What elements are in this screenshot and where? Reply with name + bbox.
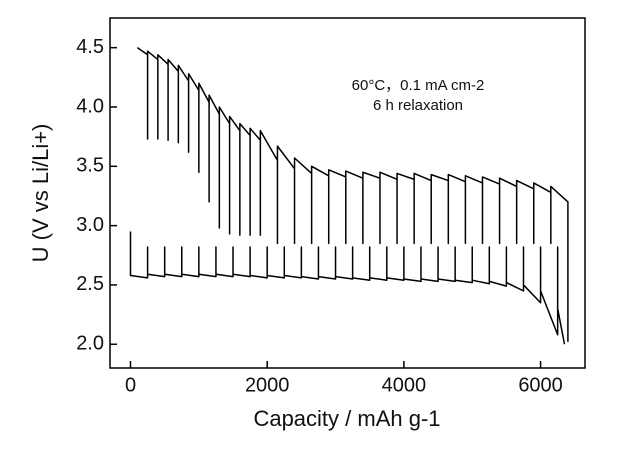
data-line [136, 47, 569, 342]
y-tick-label: 2.5 [76, 273, 104, 295]
x-axis-title: Capacity / mAh g-1 [253, 406, 440, 431]
y-tick-label: 3.0 [76, 214, 104, 236]
annotation: 60°C，0.1 mA cm-2 [352, 77, 485, 94]
x-tick-label: 2000 [245, 374, 290, 396]
x-tick-label: 6000 [518, 374, 563, 396]
annotation: 6 h relaxation [373, 97, 463, 114]
y-tick-label: 2.0 [76, 333, 104, 355]
y-axis-title: U (V vs Li/Li+) [28, 124, 53, 263]
y-tick-label: 3.5 [76, 155, 104, 177]
plot-frame [109, 17, 586, 369]
x-tick-label: 4000 [382, 374, 427, 396]
x-tick-label: 0 [125, 374, 136, 396]
y-tick-label: 4.0 [76, 95, 104, 117]
data-line [129, 231, 566, 345]
y-tick-label: 4.5 [76, 36, 104, 58]
